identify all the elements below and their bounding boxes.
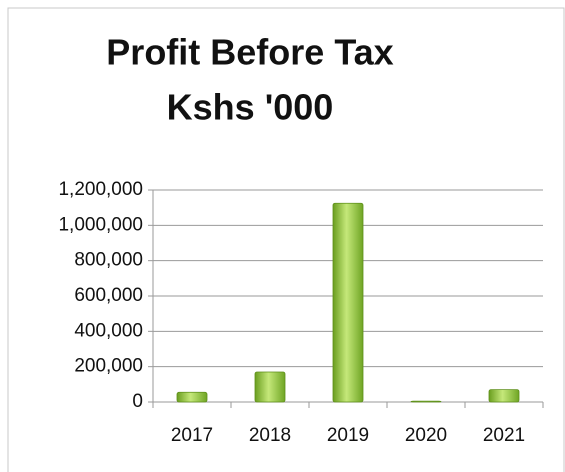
y-tick-label: 0	[132, 391, 143, 412]
bar	[176, 391, 208, 403]
bar	[254, 371, 286, 403]
y-tick-label: 600,000	[74, 285, 143, 306]
x-tick-label: 2021	[483, 425, 525, 446]
chart-subtitle: Kshs '000	[167, 87, 334, 128]
bar	[488, 389, 520, 403]
y-tick-label: 200,000	[74, 356, 143, 377]
x-tick-label: 2019	[327, 425, 369, 446]
x-tick-label: 2017	[171, 425, 213, 446]
y-tick-label: 400,000	[74, 320, 143, 341]
y-tick-label: 800,000	[74, 250, 143, 271]
x-tick-label: 2018	[249, 425, 291, 446]
bar	[332, 202, 364, 403]
y-tick-label: 1,000,000	[58, 214, 143, 235]
bar	[410, 400, 442, 403]
y-tick-label: 1,200,000	[58, 179, 143, 200]
chart-border	[7, 7, 565, 472]
chart-title: Profit Before Tax	[106, 32, 393, 73]
x-tick-label: 2020	[405, 425, 447, 446]
